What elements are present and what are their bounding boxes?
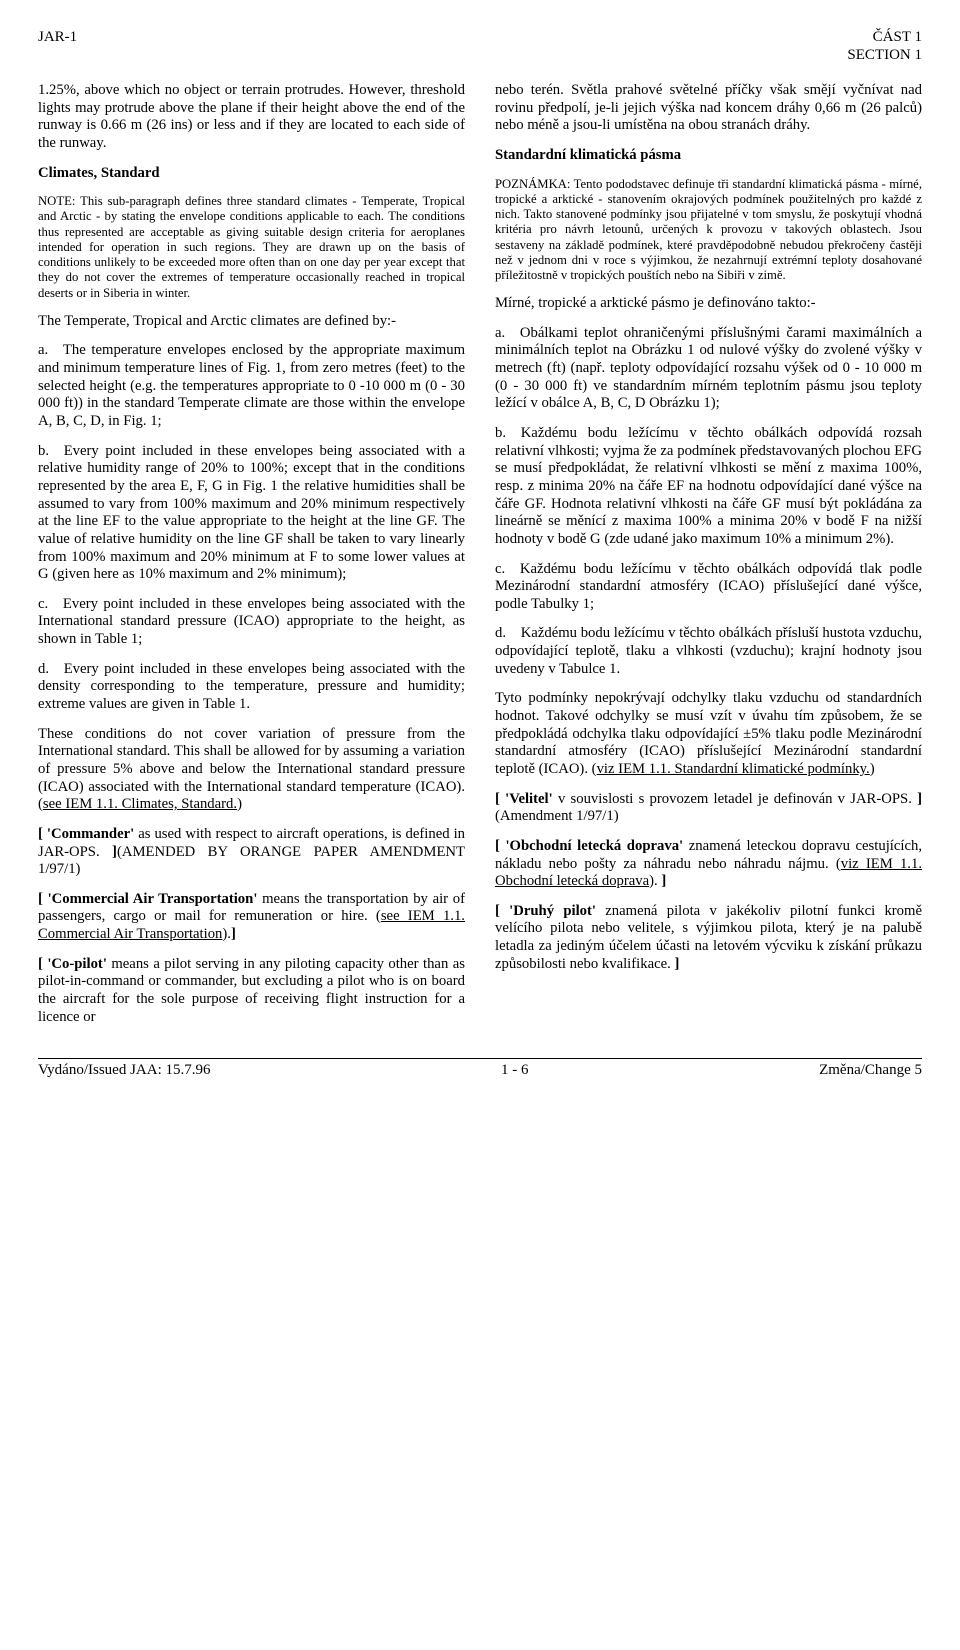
footer-center: 1 - 6: [501, 1061, 529, 1079]
l11a: [ 'Commercial Air Transportation': [38, 891, 257, 907]
footer-left: Vydáno/Issued JAA: 15.7.96: [38, 1061, 211, 1079]
para-l11: [ 'Commercial Air Transportation' means …: [38, 891, 465, 944]
footer-right: Změna/Change 5: [819, 1061, 922, 1079]
r10c: ]: [917, 791, 922, 807]
para-r7: c. Každému bodu ležícímu v těchto obálká…: [495, 561, 922, 614]
r11a: [ 'Obchodní letecká doprava': [495, 838, 683, 854]
para-l1: 1.25%, above which no object or terrain …: [38, 82, 465, 153]
l11e: ]: [231, 926, 236, 942]
r10b: v souvislosti s provozem letadel je defi…: [553, 791, 917, 807]
right-column: nebo terén. Světla prahové světelné příč…: [495, 82, 922, 1038]
para-l10: [ 'Commander' as used with respect to ai…: [38, 826, 465, 879]
l10a: [ 'Commander': [38, 826, 134, 842]
para-r2: Standardní klimatická pásma: [495, 147, 922, 165]
para-l7: c. Every point included in these envelop…: [38, 596, 465, 649]
para-r6: b. Každému bodu ležícímu v těchto obálká…: [495, 425, 922, 548]
para-l4: The Temperate, Tropical and Arctic clima…: [38, 313, 465, 331]
l9b-link: see IEM 1.1. Climates, Standard.: [43, 796, 237, 812]
l11d: ).: [222, 926, 231, 942]
para-l12: [ 'Co-pilot' means a pilot serving in an…: [38, 956, 465, 1027]
page-footer: Vydáno/Issued JAA: 15.7.96 1 - 6 Změna/C…: [38, 1058, 922, 1079]
l12a: [ 'Co-pilot': [38, 956, 107, 972]
header-right: ČÁST 1 SECTION 1: [847, 28, 922, 64]
para-r4: Mírné, tropické a arktické pásmo je defi…: [495, 295, 922, 313]
r11d: ).: [649, 873, 661, 889]
heading-climates: Climates, Standard: [38, 165, 160, 181]
para-r8: d. Každému bodu ležícímu v těchto obálká…: [495, 625, 922, 678]
l9c: ): [237, 796, 242, 812]
para-r10: [ 'Velitel' v souvislosti s provozem let…: [495, 791, 922, 826]
para-l3-note: NOTE: This sub-paragraph defines three s…: [38, 194, 465, 301]
heading-climates-cz: Standardní klimatická pásma: [495, 147, 681, 163]
left-column: 1.25%, above which no object or terrain …: [38, 82, 465, 1038]
r9c: ): [870, 761, 875, 777]
para-l2: Climates, Standard: [38, 165, 465, 183]
header-section: SECTION 1: [847, 47, 922, 63]
para-l5: a. The temperature envelopes enclosed by…: [38, 342, 465, 430]
header-left: JAR-1: [38, 28, 77, 46]
para-r5: a. Obálkami teplot ohraničenými příslušn…: [495, 325, 922, 413]
header-part: ČÁST 1: [873, 29, 922, 45]
para-l6: b. Every point included in these envelop…: [38, 443, 465, 584]
para-l8: d. Every point included in these envelop…: [38, 661, 465, 714]
para-r1: nebo terén. Světla prahové světelné příč…: [495, 82, 922, 135]
r10a: [ 'Velitel': [495, 791, 553, 807]
two-column-body: 1.25%, above which no object or terrain …: [38, 82, 922, 1038]
r9b-link: viz IEM 1.1. Standardní klimatické podmí…: [597, 761, 870, 777]
para-r11: [ 'Obchodní letecká doprava' znamená let…: [495, 838, 922, 891]
para-l9: These conditions do not cover variation …: [38, 726, 465, 814]
r12a: [ 'Druhý pilot': [495, 903, 596, 919]
r10d: (Amendment 1/97/1): [495, 808, 619, 824]
para-r3-note: POZNÁMKA: Tento pododstavec definuje tři…: [495, 177, 922, 284]
r12c: ]: [674, 956, 679, 972]
page-header: JAR-1 ČÁST 1 SECTION 1: [38, 28, 922, 64]
r11e: ]: [661, 873, 666, 889]
para-r12: [ 'Druhý pilot' znamená pilota v jakékol…: [495, 903, 922, 974]
para-r9: Tyto podmínky nepokrývají odchylky tlaku…: [495, 690, 922, 778]
